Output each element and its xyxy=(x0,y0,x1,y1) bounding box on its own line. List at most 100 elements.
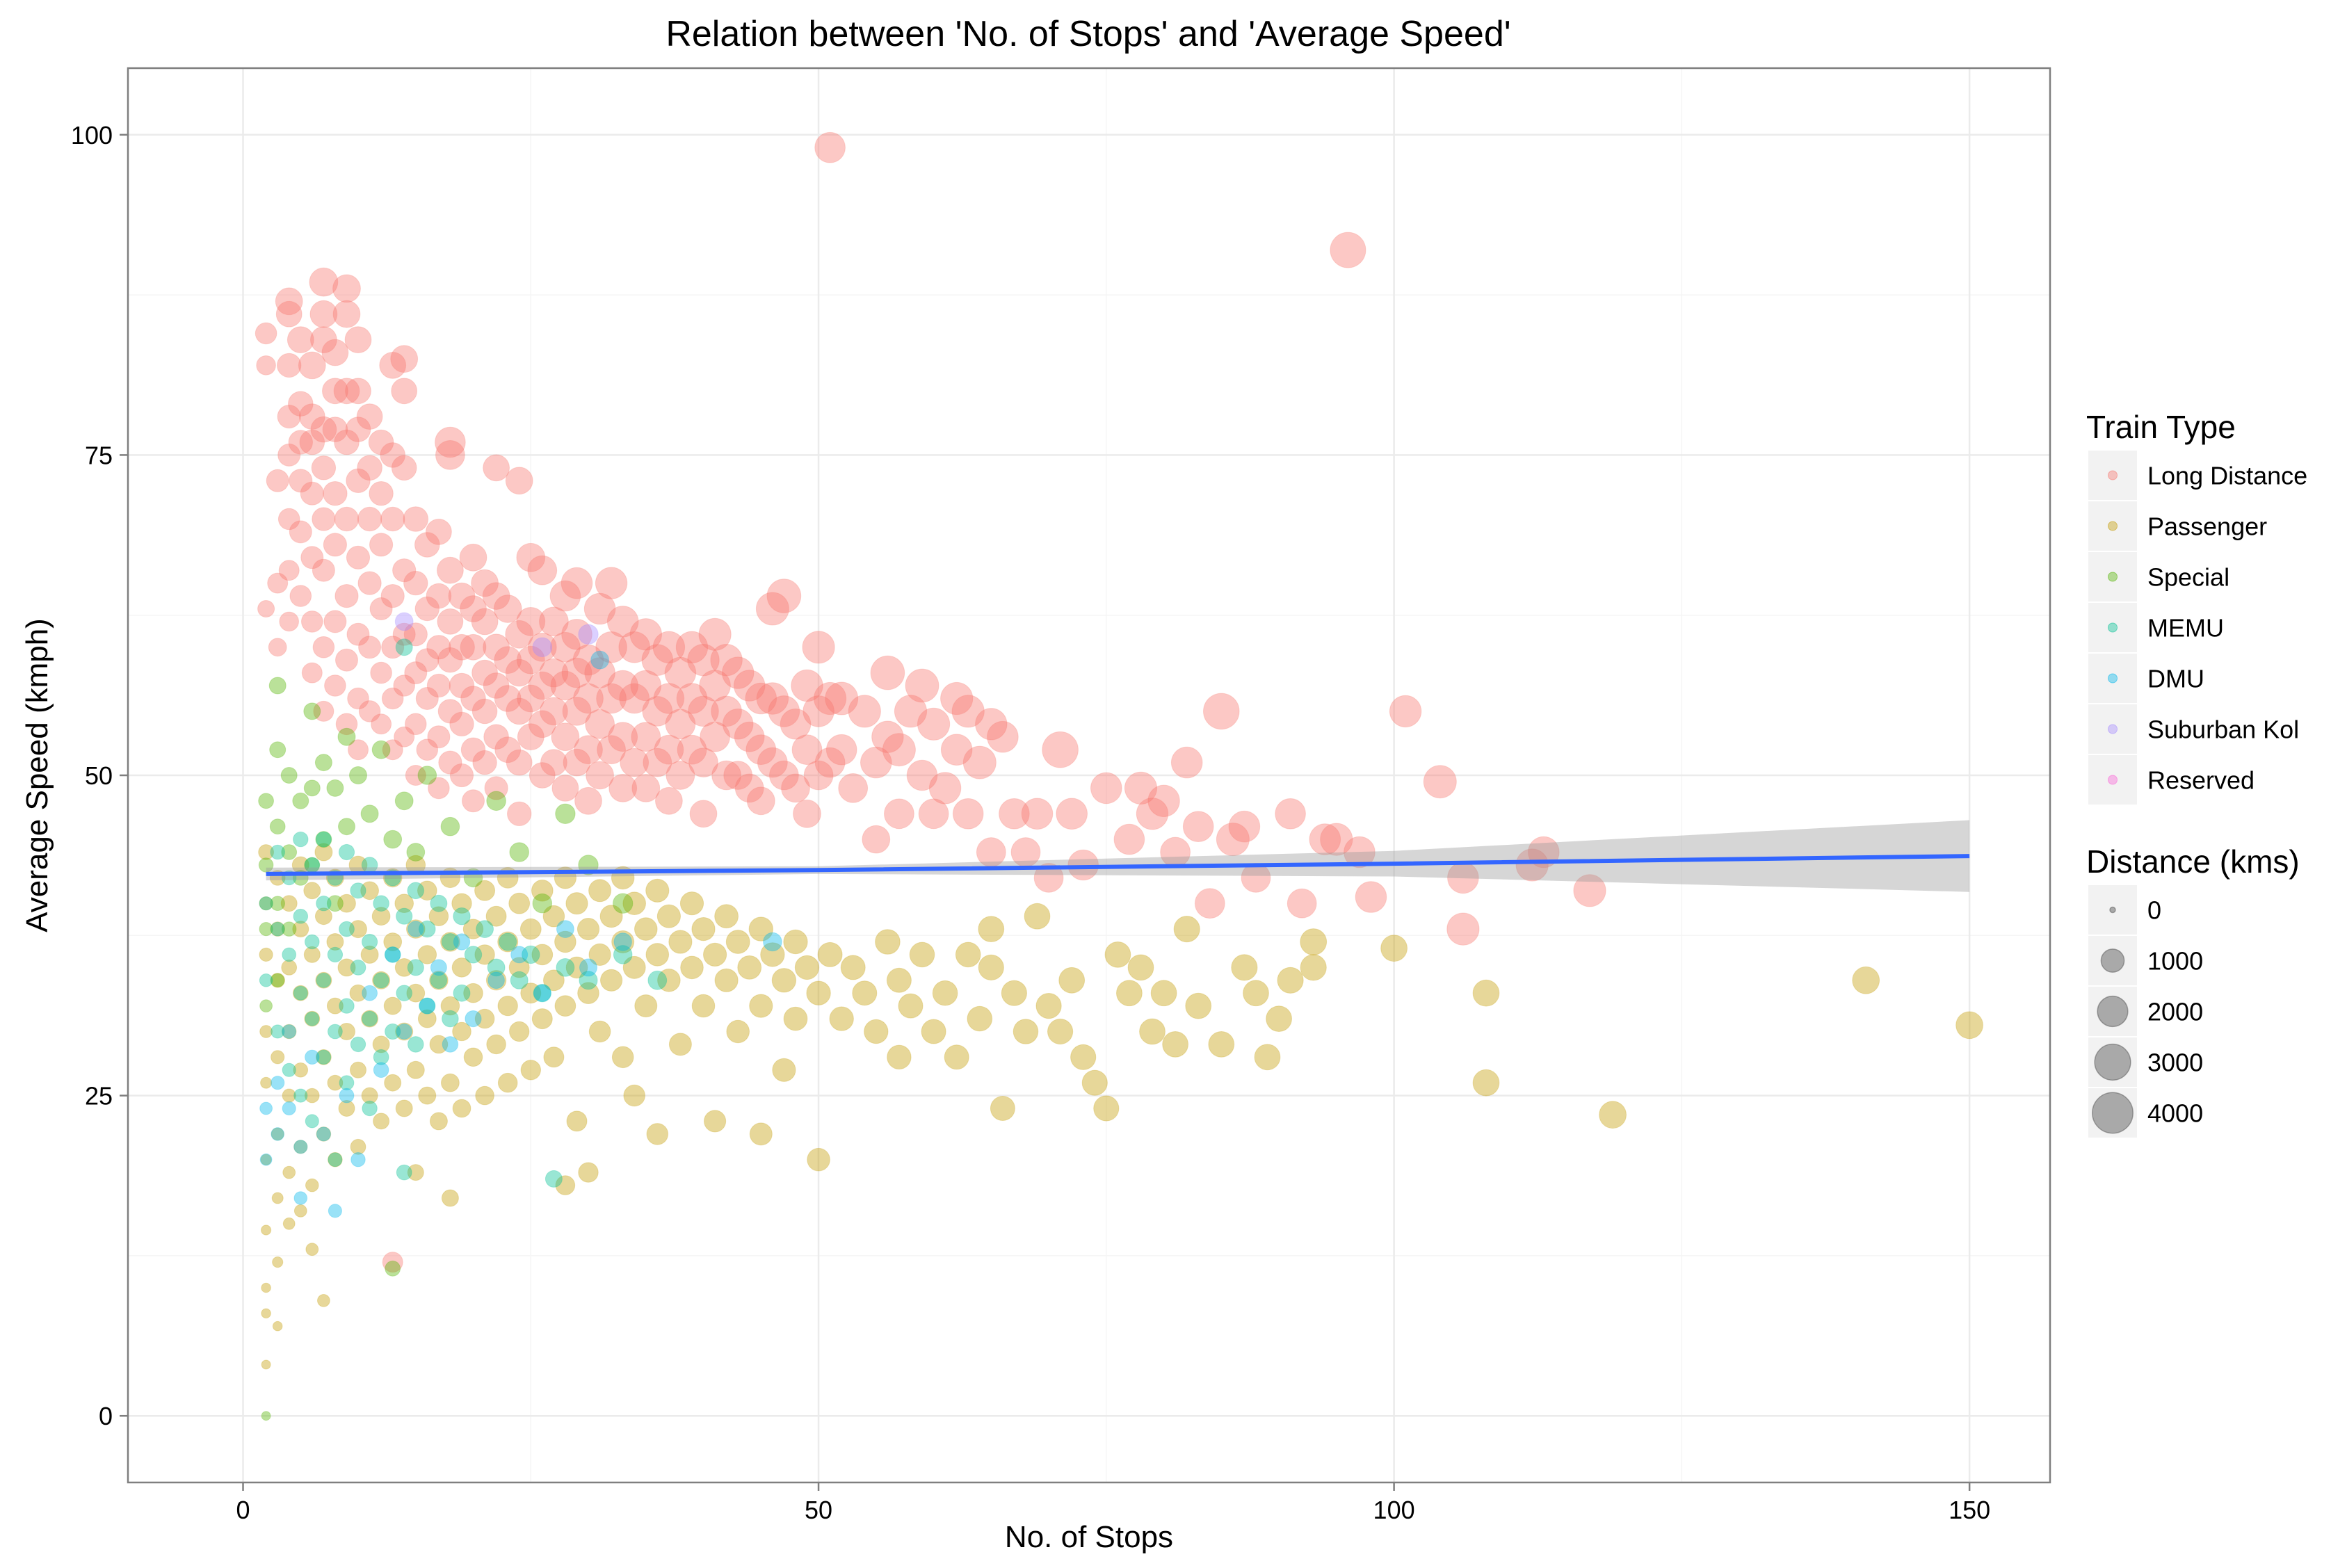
data-point xyxy=(362,933,378,951)
data-point xyxy=(289,520,312,544)
series-suburban-kol xyxy=(394,612,599,658)
data-point xyxy=(381,687,404,710)
data-point xyxy=(349,920,367,939)
data-point xyxy=(300,546,324,569)
data-point xyxy=(406,1060,425,1079)
data-point xyxy=(314,754,332,772)
data-point xyxy=(1056,798,1088,830)
data-point xyxy=(1058,967,1086,994)
data-point xyxy=(316,1049,332,1065)
data-point xyxy=(382,1252,403,1273)
data-point xyxy=(407,959,424,976)
data-point xyxy=(555,1175,576,1195)
data-point xyxy=(305,1088,320,1104)
data-point xyxy=(453,907,471,926)
data-point xyxy=(745,682,777,715)
legend-label: Special xyxy=(2147,563,2229,592)
data-point xyxy=(619,683,650,714)
data-point xyxy=(332,274,361,303)
data-point xyxy=(270,921,286,937)
data-point xyxy=(1104,941,1131,968)
data-point xyxy=(419,997,435,1015)
data-point xyxy=(303,882,321,900)
data-point xyxy=(550,631,581,663)
data-point xyxy=(990,1096,1015,1121)
trend-line xyxy=(266,854,1970,876)
data-point xyxy=(385,1260,401,1277)
legend-swatch xyxy=(2108,673,2118,684)
data-point xyxy=(316,972,332,988)
data-point xyxy=(563,748,591,777)
data-point xyxy=(645,943,670,967)
size-legend-swatch xyxy=(2094,1043,2131,1081)
data-point xyxy=(687,644,720,677)
data-point xyxy=(322,378,348,405)
data-point xyxy=(301,662,323,684)
data-point xyxy=(664,656,697,689)
data-point xyxy=(453,933,471,951)
data-point xyxy=(471,698,498,725)
data-point xyxy=(1320,823,1353,856)
data-point xyxy=(338,1100,355,1117)
data-point xyxy=(533,984,551,1003)
data-point xyxy=(555,803,576,825)
data-point xyxy=(464,946,483,964)
data-point xyxy=(298,351,326,380)
data-point xyxy=(362,985,378,1001)
data-point xyxy=(599,905,623,928)
data-point xyxy=(1243,980,1269,1007)
data-point xyxy=(315,831,332,848)
data-point xyxy=(311,455,337,480)
data-point xyxy=(309,267,339,297)
data-point xyxy=(394,726,415,747)
data-point xyxy=(704,1110,727,1133)
data-point xyxy=(271,973,285,987)
data-point xyxy=(749,994,773,1018)
data-point xyxy=(506,697,533,725)
data-point xyxy=(277,443,301,467)
data-point xyxy=(561,657,592,688)
data-point xyxy=(1124,771,1158,805)
data-point xyxy=(722,656,755,689)
data-point xyxy=(321,339,349,366)
data-point xyxy=(335,713,358,736)
data-point xyxy=(449,633,475,661)
data-point xyxy=(647,970,668,990)
data-point xyxy=(303,946,321,963)
data-point xyxy=(258,793,275,809)
data-point xyxy=(292,792,309,809)
data-point xyxy=(314,907,332,926)
data-point xyxy=(392,558,417,583)
data-point xyxy=(303,779,321,797)
data-point xyxy=(462,919,484,939)
data-point xyxy=(1254,1044,1281,1071)
data-point xyxy=(270,896,286,911)
data-point xyxy=(606,606,639,638)
data-point xyxy=(781,773,810,803)
data-point xyxy=(749,1122,773,1146)
data-point xyxy=(435,440,465,470)
data-point xyxy=(372,971,391,989)
data-point xyxy=(1116,980,1143,1007)
data-point xyxy=(460,737,486,762)
data-point xyxy=(406,843,426,862)
y-axis-title: Average Speed (kmph) xyxy=(20,618,54,932)
data-point xyxy=(595,631,627,663)
data-point xyxy=(460,595,487,622)
data-point xyxy=(361,1087,378,1104)
data-point xyxy=(395,1099,413,1117)
data-point xyxy=(380,506,405,532)
data-point xyxy=(471,608,499,636)
data-point xyxy=(917,707,951,741)
data-point xyxy=(350,1036,366,1053)
data-point xyxy=(1446,912,1480,946)
data-point xyxy=(293,1191,308,1205)
data-point xyxy=(528,671,557,700)
data-point xyxy=(944,1044,969,1070)
data-point xyxy=(441,1073,460,1092)
data-point xyxy=(299,429,325,455)
data-point xyxy=(408,1036,424,1053)
data-point xyxy=(1127,954,1154,981)
data-point xyxy=(1344,836,1376,868)
data-point xyxy=(746,786,775,816)
